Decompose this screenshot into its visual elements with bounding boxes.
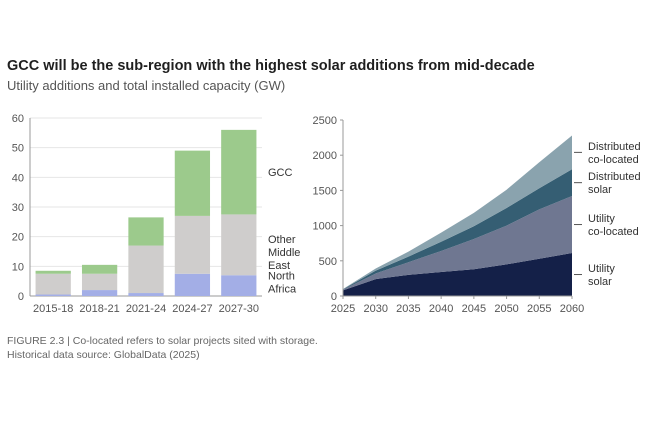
area-x-tick-label: 2025 [331,303,355,315]
bar-segment-other-middle-east [174,215,211,274]
bar-segment-north-africa [221,275,257,296]
bar-segment-other-middle-east [35,273,71,295]
area-series-label: Distributed [588,171,641,183]
bar-series-label: Africa [268,284,297,296]
bar-y-tick-label: 30 [12,202,24,214]
area-x-tick-label: 2045 [462,303,486,315]
area-y-tick-label: 500 [319,256,337,268]
bar-series-label: Middle [268,247,300,259]
bar-segment-north-africa [35,294,71,296]
source-note: Historical data source: GlobalData (2025… [7,349,200,361]
bar-y-tick-label: 10 [12,261,24,273]
bar-segment-north-africa [128,293,164,296]
area-series-utility-solar [343,253,572,296]
bar-segment-north-africa [81,290,118,296]
bar-x-tick-label: 2018-21 [79,303,119,315]
area-series-label: solar [588,184,612,196]
area-x-tick-label: 2030 [363,303,387,315]
bar-segment-gcc [35,270,71,274]
area-y-tick-label: 2500 [313,115,337,127]
area-y-tick-label: 1000 [313,221,337,233]
bar-segment-other-middle-east [81,273,118,291]
area-series-label: co-located [588,226,639,238]
area-x-tick-label: 2035 [396,303,420,315]
area-series-label: solar [588,276,612,288]
bar-segment-gcc [81,264,118,274]
bar-y-tick-label: 60 [12,113,24,125]
bar-segment-other-middle-east [128,245,164,294]
bar-y-tick-label: 20 [12,232,24,244]
bar-y-tick-label: 0 [18,291,24,303]
bar-series-label: East [268,260,290,272]
area-series-distributed-solar [343,169,572,290]
area-series-label: Utility [588,263,615,275]
area-y-tick-label: 2000 [313,150,337,162]
area-y-tick-label: 1500 [313,185,337,197]
bar-x-tick-label: 2021-24 [126,303,166,315]
chart-subtitle: Utility additions and total installed ca… [7,78,286,93]
bar-x-tick-label: 2027-30 [219,303,259,315]
area-x-tick-label: 2055 [527,303,551,315]
area-x-tick-label: 2050 [494,303,518,315]
bar-y-tick-label: 40 [12,172,24,184]
area-y-tick-label: 0 [331,291,337,303]
bar-series-label: North [268,271,295,283]
area-series-label: Distributed [588,141,641,153]
bar-segment-north-africa [174,273,211,296]
bar-x-tick-label: 2024-27 [172,303,212,315]
area-series-label: Utility [588,213,615,225]
bar-segment-gcc [221,129,257,215]
bar-series-label: GCC [268,167,293,179]
bar-segment-gcc [174,150,211,216]
area-series-label: co-located [588,154,639,166]
figure-caption: FIGURE 2.3 | Co-located refers to solar … [7,335,318,347]
bar-segment-gcc [128,217,164,246]
bar-y-tick-label: 50 [12,143,24,155]
bar-x-tick-label: 2015-18 [33,303,73,315]
area-x-tick-label: 2040 [429,303,453,315]
area-series-utility-co-located [343,196,572,291]
area-x-tick-label: 2060 [560,303,584,315]
chart-title: GCC will be the sub-region with the high… [7,58,535,74]
bar-segment-other-middle-east [221,214,257,276]
bar-series-label: Other [268,234,296,246]
